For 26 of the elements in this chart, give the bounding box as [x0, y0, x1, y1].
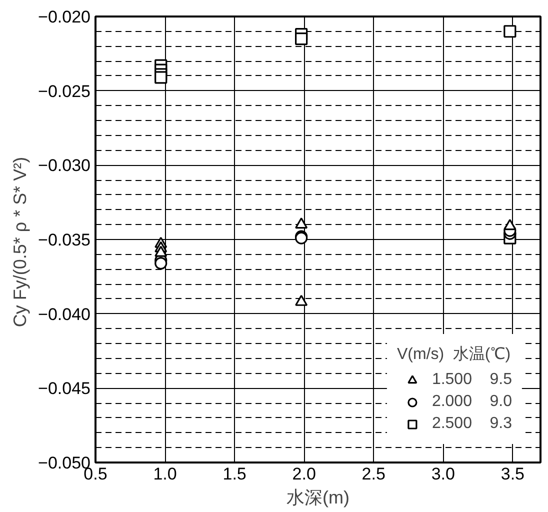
x-tick-label: 1.5	[222, 464, 246, 484]
point	[154, 257, 168, 270]
point	[295, 294, 308, 306]
x-axis-title: 水深(m)	[286, 488, 350, 508]
point	[154, 246, 168, 257]
point	[504, 25, 516, 38]
point	[504, 218, 516, 230]
y-tick-label: −0.040	[38, 304, 91, 324]
y-axis-title: Cy Fy/(0.5* ρ * S* V²)	[10, 156, 30, 328]
point	[154, 71, 168, 84]
y-tick-label: −0.020	[38, 8, 91, 26]
legend-label: 1.500 9.5	[432, 371, 512, 389]
x-tick-label: 2.0	[292, 464, 316, 484]
x-tick-label: 2.5	[362, 464, 386, 484]
point	[295, 32, 308, 46]
x-tick-label: 1.0	[153, 464, 177, 484]
y-tick-label: −0.030	[38, 156, 91, 176]
y-tick-label: −0.035	[38, 230, 91, 250]
x-tick-label: 3.5	[500, 464, 525, 484]
legend-label: 2.000 9.0	[432, 393, 512, 411]
legend-label: 2.500 9.3	[432, 415, 512, 433]
y-tick-label: −0.025	[38, 82, 91, 101]
legend-title: V(m/s) 水温(℃)	[396, 344, 512, 365]
point	[295, 217, 308, 229]
x-tick-label: 3.0	[431, 464, 455, 484]
y-tick-label: −0.045	[38, 379, 91, 398]
